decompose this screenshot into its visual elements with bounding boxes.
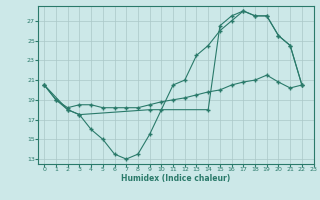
X-axis label: Humidex (Indice chaleur): Humidex (Indice chaleur) <box>121 174 231 183</box>
